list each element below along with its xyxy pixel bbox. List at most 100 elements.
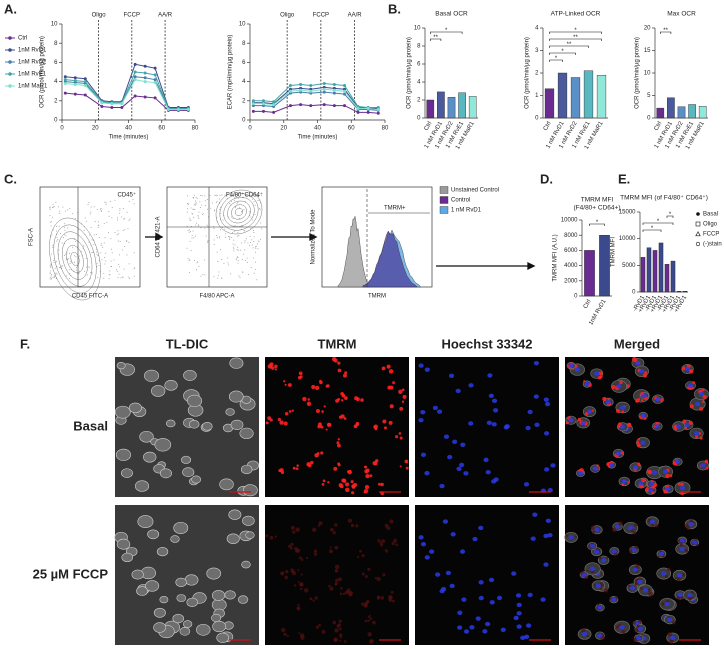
mito-spot	[637, 397, 641, 401]
event-dot	[193, 259, 195, 261]
mito-spot	[340, 414, 345, 419]
bar	[698, 106, 707, 119]
data-point	[322, 82, 326, 86]
nucleus	[654, 424, 660, 429]
mito-spot	[361, 602, 365, 606]
arrow-head	[527, 261, 536, 271]
event-dot	[237, 195, 239, 197]
event-dot	[91, 272, 93, 274]
y-tick-label: 4000	[564, 263, 578, 269]
nucleus	[628, 525, 634, 531]
significance-bracket	[430, 31, 463, 34]
mito-spot	[363, 465, 367, 468]
mito-spot	[395, 543, 399, 547]
mito-spot	[688, 369, 694, 374]
event-dot	[195, 203, 197, 205]
cell	[186, 597, 198, 607]
event-dot	[59, 267, 61, 269]
mito-spot	[318, 623, 322, 627]
event-dot	[50, 275, 52, 277]
y-tick-label: 6000	[564, 248, 578, 254]
data-point	[143, 95, 147, 99]
mito-spot	[279, 420, 284, 425]
nucleus	[482, 629, 488, 634]
mito-spot	[295, 527, 300, 532]
event-dot	[53, 206, 55, 208]
event-dot	[195, 202, 197, 204]
data-point	[83, 77, 87, 81]
nucleus	[547, 488, 553, 493]
data-point	[143, 64, 147, 68]
nucleus	[586, 409, 593, 414]
bar	[570, 77, 581, 119]
nucleus	[574, 367, 580, 372]
event-dot	[237, 246, 239, 248]
y-tick-label: 10	[644, 71, 651, 77]
y-axis-label: TMRM MFI (A.U.)	[553, 234, 559, 281]
data-point	[153, 66, 157, 70]
nucleus	[475, 616, 481, 621]
nucleus	[468, 421, 474, 426]
gate-label: F4/80⁺CD64⁺	[226, 192, 263, 199]
nucleus	[611, 597, 617, 602]
event-dot	[83, 230, 85, 232]
cell	[115, 448, 132, 461]
y-tick-label: 10	[239, 22, 246, 28]
event-dot	[116, 234, 118, 236]
mito-spot	[341, 393, 346, 398]
nucleus	[597, 605, 603, 610]
significance-bracket	[549, 59, 563, 62]
mito-spot	[337, 368, 342, 373]
event-dot	[189, 240, 191, 242]
event-dot	[237, 235, 239, 237]
data-point	[343, 83, 346, 87]
event-dot	[95, 248, 97, 250]
data-point	[272, 110, 276, 114]
nucleus	[420, 452, 427, 458]
nucleus	[496, 595, 503, 601]
event-dot	[217, 260, 219, 262]
y-axis-label: OCR (pmol/min/µg protein)	[525, 37, 531, 109]
significance-label: *	[574, 28, 577, 34]
data-point	[143, 76, 147, 80]
event-dot	[256, 279, 258, 281]
event-dot	[235, 206, 237, 208]
significance-label: *	[445, 28, 448, 34]
event-dot	[254, 204, 256, 206]
cell	[159, 468, 172, 479]
x-tick-label: 40	[125, 126, 132, 132]
mito-spot	[321, 629, 326, 634]
event-dot	[75, 269, 77, 271]
nucleus	[605, 399, 611, 405]
cell	[153, 607, 166, 618]
nucleus	[698, 391, 705, 397]
nucleus	[520, 635, 526, 641]
mito-spot	[357, 555, 360, 558]
nucleus	[658, 551, 665, 557]
mito-spot	[363, 604, 368, 608]
data-point	[356, 110, 360, 114]
mito-spot	[320, 425, 324, 429]
cell	[188, 420, 200, 429]
cell	[145, 580, 160, 592]
event-dot	[229, 203, 231, 205]
nucleus	[500, 627, 506, 632]
mito-spot	[344, 396, 348, 400]
event-dot	[216, 201, 218, 203]
mito-spot	[365, 468, 370, 473]
mito-spot	[318, 521, 323, 526]
event-dot	[50, 253, 52, 255]
event-dot	[120, 277, 122, 279]
event-dot	[62, 237, 64, 239]
mito-spot	[322, 479, 326, 483]
nucleus	[456, 466, 462, 471]
event-dot	[249, 245, 251, 247]
legend-swatch	[439, 186, 449, 194]
nucleus	[448, 373, 455, 379]
y-tick-label: 6	[242, 60, 246, 66]
event-dot	[186, 211, 188, 213]
nucleus	[581, 572, 587, 577]
significance-label: *	[651, 226, 654, 232]
chart-title: ATP-Linked OCR	[551, 11, 601, 18]
event-dot	[232, 217, 234, 219]
